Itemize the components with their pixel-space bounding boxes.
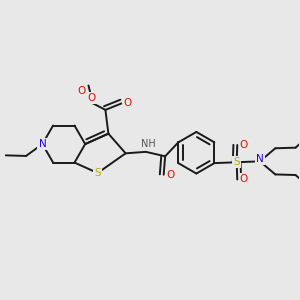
Text: O: O bbox=[240, 175, 248, 184]
Text: O: O bbox=[77, 86, 85, 96]
Text: O: O bbox=[88, 93, 96, 103]
Text: NH: NH bbox=[141, 140, 156, 149]
Text: N: N bbox=[256, 154, 264, 164]
Text: O: O bbox=[166, 170, 174, 180]
Text: O: O bbox=[240, 140, 248, 150]
Text: S: S bbox=[233, 157, 240, 167]
Text: N: N bbox=[38, 139, 46, 149]
Text: S: S bbox=[94, 168, 101, 178]
Text: O: O bbox=[123, 98, 131, 108]
